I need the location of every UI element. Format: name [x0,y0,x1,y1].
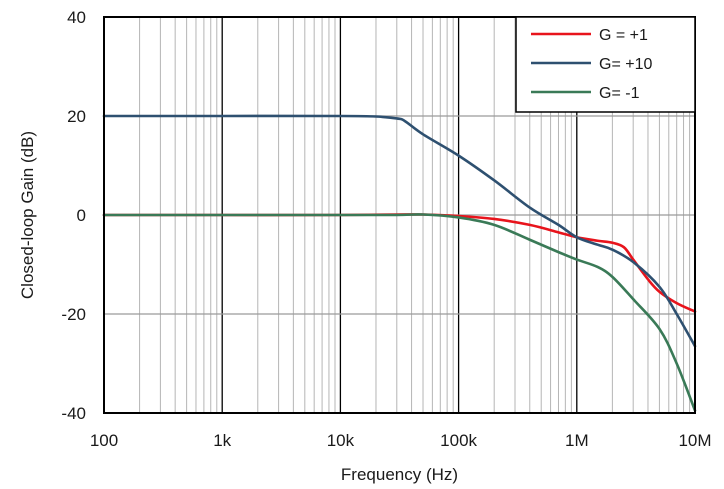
x-tick-label: 10M [678,431,711,450]
legend-item: G= +10 [531,56,652,73]
y-tick-label: 20 [67,107,86,126]
plot-frame [103,16,696,414]
y-tick-label: 40 [67,8,86,27]
series-line-3 [102,213,697,412]
x-tick-label: 1M [565,431,589,450]
x-tick-label: 10k [327,431,355,450]
y-tick-label: -40 [61,404,86,423]
y-tick-label: 0 [77,206,86,225]
x-tick-labels: 100 1k 10k 100k 1M 10M [90,431,712,450]
legend-label: G= +10 [599,56,652,73]
legend: G = +1 G= +10 G= -1 [515,16,696,113]
x-tick-label: 1k [213,431,231,450]
x-tick-label: 100k [440,431,477,450]
x-axis-title: Frequency (Hz) [341,465,458,484]
y-tick-label: -20 [61,305,86,324]
y-tick-labels: 40 20 0 -20 -40 [61,8,86,423]
series-lines [102,114,697,412]
x-tick-label: 100 [90,431,118,450]
series-line-2 [102,114,697,348]
legend-label: G= -1 [599,85,640,102]
legend-item: G= -1 [531,85,640,102]
series-line-1 [102,213,697,313]
legend-label: G = +1 [599,27,648,44]
legend-item: G = +1 [531,27,648,44]
y-axis-title: Closed-loop Gain (dB) [18,131,37,299]
